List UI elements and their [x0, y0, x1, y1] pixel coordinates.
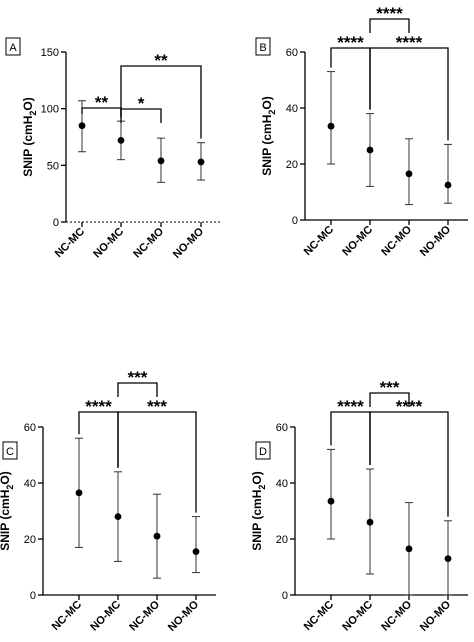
panel-label: C — [6, 446, 14, 458]
significance-bracket — [369, 411, 449, 517]
data-point — [366, 146, 374, 154]
significance-bracket — [369, 47, 449, 141]
y-axis-label: SNIP (cmH2O) — [21, 97, 38, 177]
significance-bracket — [78, 411, 119, 468]
y-tick-label: 60 — [276, 422, 288, 434]
y-axis-label: SNIP (cmH2O) — [0, 471, 15, 551]
panel-label: D — [259, 446, 267, 458]
chart-panel-B: B 0 20 40 60 NC-MC NO-MC NC-MO NO-MO SNIP (cmH2O)… — [255, 4, 468, 259]
y-tick-label: 50 — [47, 160, 59, 172]
x-tick-label: NO-MC — [88, 599, 123, 634]
data-point — [75, 489, 83, 497]
significance-label: ** — [95, 93, 109, 112]
x-tick-label: NC-MC — [50, 599, 84, 633]
panel-label-box — [255, 441, 271, 460]
significance-label: **** — [337, 397, 364, 416]
x-tick-label: NC-MO — [127, 598, 162, 633]
data-point — [197, 158, 205, 166]
x-tick-label: NO-MC — [340, 599, 375, 634]
y-tick-label: 20 — [276, 534, 288, 546]
data-point — [78, 122, 86, 130]
data-point — [117, 137, 125, 144]
significance-label: *** — [380, 378, 400, 397]
significance-bracket — [117, 411, 197, 513]
x-tick-label: NC-MC — [53, 226, 87, 260]
y-axis-label: SNIP (cmH2O) — [260, 96, 277, 176]
x-tick-label: NO-MC — [91, 226, 126, 261]
y-tick-label: 150 — [41, 47, 59, 59]
x-tick-label: NO-MO — [171, 225, 207, 261]
panel-label-box — [2, 441, 18, 460]
y-tick-label: 0 — [53, 217, 59, 229]
significance-label: ** — [154, 51, 168, 70]
x-tick-label: NC-MC — [302, 599, 336, 633]
significance-label: * — [138, 94, 145, 113]
y-tick-label: 40 — [24, 478, 36, 490]
significance-label: *** — [128, 368, 148, 387]
significance-label: **** — [337, 33, 364, 52]
data-point — [444, 555, 452, 562]
chart-panel-D: D 0 20 40 60 NC-MC NO-MC NC-MO NO-MO SNIP (cmH2O)… — [250, 378, 468, 634]
significance-label: **** — [396, 397, 423, 416]
significance-bracket — [120, 65, 202, 139]
chart-panel-C: C 0 20 40 60 NC-MC NO-MC NC-MO NO-MO SNIP (cmH2O)… — [0, 368, 216, 634]
y-tick-label: 60 — [24, 422, 36, 434]
significance-label: *** — [147, 397, 167, 416]
data-point — [192, 548, 200, 555]
x-tick-label: NO-MO — [166, 598, 202, 634]
data-point — [327, 497, 335, 505]
y-tick-label: 20 — [286, 159, 298, 171]
significance-bracket — [369, 392, 410, 407]
significance-bracket — [369, 18, 410, 33]
significance-bracket — [117, 382, 158, 397]
x-tick-label: NO-MO — [418, 223, 454, 259]
x-tick-label: NC-MC — [302, 224, 336, 258]
significance-label: **** — [396, 33, 423, 52]
data-point — [366, 518, 374, 526]
y-tick-label: 20 — [24, 534, 36, 546]
significance-bracket — [330, 47, 371, 110]
y-tick-label: 40 — [286, 103, 298, 115]
panel-label-box — [255, 37, 271, 56]
y-tick-label: 0 — [292, 215, 298, 227]
data-point — [405, 545, 413, 553]
y-tick-label: 100 — [41, 104, 59, 116]
data-point — [153, 532, 161, 540]
data-point — [157, 157, 165, 165]
chart-panel-A: A 0 50 100 150 NC-MC NO-MC NC-MO NO-MO SNIP (cmH2… — [5, 37, 221, 261]
data-point — [327, 122, 335, 130]
panel-label: B — [259, 42, 266, 54]
y-tick-label: 0 — [30, 590, 36, 602]
x-tick-label: NC-MO — [379, 223, 414, 258]
significance-label: **** — [376, 4, 403, 23]
y-tick-label: 40 — [276, 478, 288, 490]
panel-label: A — [9, 42, 17, 54]
data-point — [405, 170, 413, 178]
panel-label-box — [5, 37, 21, 56]
significance-label: **** — [85, 397, 112, 416]
y-tick-label: 0 — [282, 590, 288, 602]
x-tick-label: NC-MO — [131, 225, 166, 260]
significance-bracket — [330, 411, 371, 465]
x-tick-label: NO-MC — [340, 224, 375, 259]
y-axis-label: SNIP (cmH2O) — [250, 471, 267, 551]
data-point — [114, 513, 122, 520]
y-tick-label: 60 — [286, 47, 298, 59]
data-point — [444, 181, 452, 189]
x-tick-label: NC-MO — [379, 598, 414, 633]
x-tick-label: NO-MO — [418, 598, 454, 634]
